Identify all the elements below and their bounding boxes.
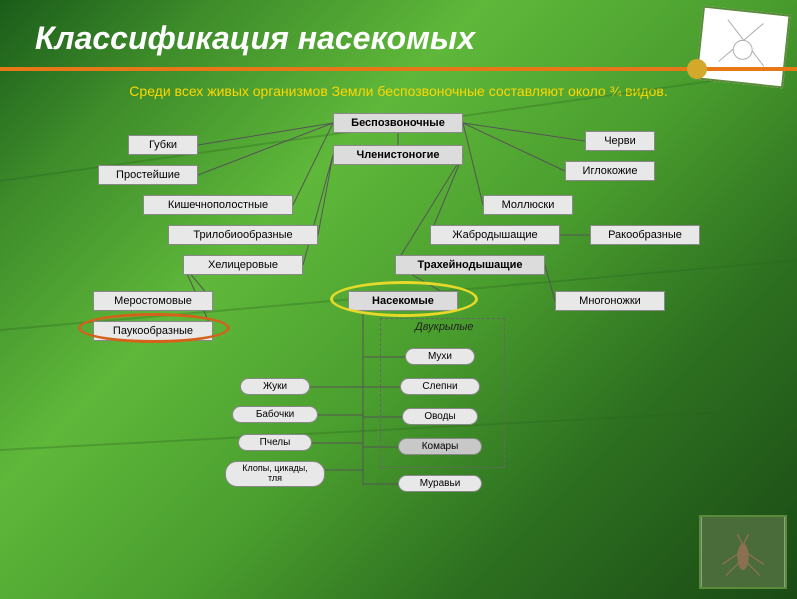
node-mnogo: Многоножки (555, 291, 665, 311)
page-title: Классификация насекомых (0, 0, 797, 65)
node-zhabro: Жабродышащие (430, 225, 560, 245)
node-chlen: Членистоногие (333, 145, 463, 165)
node-trahei: Трахейнодышащие (395, 255, 545, 275)
divider (0, 67, 797, 71)
node-helic: Хелицеровые (183, 255, 303, 275)
node-zhuki: Жуки (240, 378, 310, 395)
node-kishech: Кишечнополостные (143, 195, 293, 215)
node-nasek: Насекомые (348, 291, 458, 311)
subtitle: Среди всех живых организмов Земли беспоз… (0, 77, 797, 103)
node-merosto: Меростомовые (93, 291, 213, 311)
node-muravi: Муравьи (398, 475, 482, 492)
node-pchely: Пчелы (238, 434, 312, 451)
node-bezpoz: Беспозвоночные (333, 113, 463, 133)
node-klopy: Клопы, цикады, тля (225, 461, 325, 487)
decorative-image-top (695, 6, 790, 89)
group-label-dvukrylye: Двукрылые (415, 321, 473, 333)
group-box-dvukrylye (380, 318, 505, 468)
node-chervi: Черви (585, 131, 655, 151)
classification-diagram: Беспозвоночные Членистоногие Губки Простейш… (0, 103, 797, 573)
node-prost: Простейшие (98, 165, 198, 185)
node-gubki: Губки (128, 135, 198, 155)
node-rako: Ракообразные (590, 225, 700, 245)
node-pauko: Паукообразные (93, 321, 213, 341)
node-iglo: Иглокожие (565, 161, 655, 181)
node-trilo: Трилобиообразные (168, 225, 318, 245)
node-babo: Бабочки (232, 406, 318, 423)
node-moll: Моллюски (483, 195, 573, 215)
